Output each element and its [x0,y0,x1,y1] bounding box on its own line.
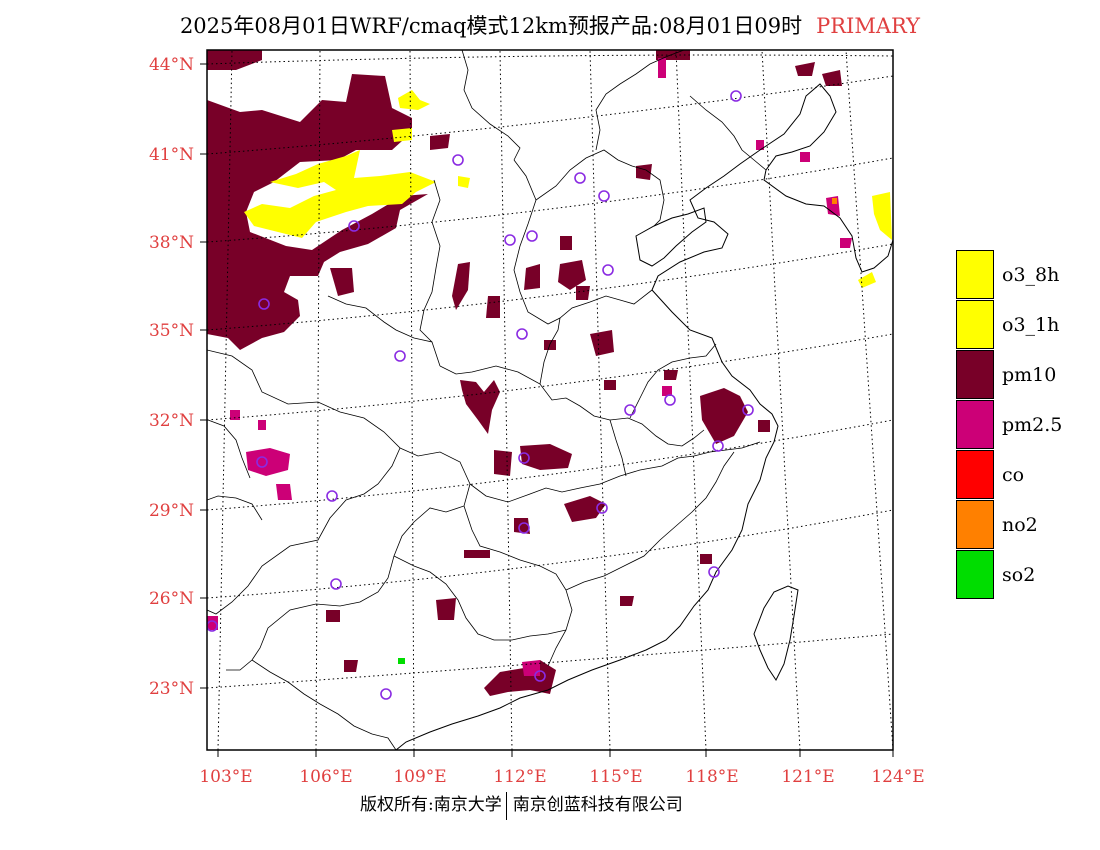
title-text: 2025年08月01日WRF/cmaq模式12km预报产品:08月01日09时 [179,14,803,38]
pm10-region-northwest [207,50,428,350]
lon-label-103: 103°E [199,767,252,787]
pollutant-legend: o3_8h o3_1h pm10 pm2.5 co no2 so2 [956,250,1096,600]
legend-label: o3_8h [1002,264,1060,286]
copyright-notice: 版权所有:南京大学 南京创蓝科技有限公司 [360,790,683,820]
legend-label: o3_1h [1002,314,1060,336]
map-frame [206,49,894,751]
map-title: 2025年08月01日WRF/cmaq模式12km预报产品:08月01日09时 P… [0,10,1100,40]
copyright-company: 南京创蓝科技有限公司 [512,795,683,815]
legend-item-pm2-5[interactable]: pm2.5 [956,400,1096,450]
legend-swatch [956,500,994,549]
legend-swatch [956,300,994,349]
legend-item-so2[interactable]: so2 [956,550,1096,600]
lat-label-26: 26°N [149,589,194,609]
copyright-separator [505,791,507,820]
coastline [395,83,893,750]
lon-label-115: 115°E [589,767,642,787]
so2-patch [398,658,405,664]
lon-label-118: 118°E [685,767,738,787]
lon-label-112: 112°E [493,767,546,787]
lat-label-23: 23°N [149,679,194,699]
legend-item-no2[interactable]: no2 [956,500,1096,550]
lat-axis: 44°N 41°N 38°N 35°N 32°N 29°N 26°N 23°N [149,55,207,699]
legend-swatch [956,550,994,599]
legend-label: so2 [1002,564,1036,586]
lat-label-44: 44°N [149,55,194,75]
graticule [207,50,893,750]
lon-label-109: 109°E [393,767,446,787]
legend-item-o3-1h[interactable]: o3_1h [956,300,1096,350]
city-stations [207,90,754,700]
province-borders [207,50,767,750]
map-content [207,50,893,750]
lat-label-29: 29°N [149,501,194,521]
lon-label-124: 124°E [871,767,924,787]
legend-label: no2 [1002,514,1038,536]
lon-axis: 103°E 106°E 109°E 112°E 115°E 118°E 121°… [199,750,925,787]
lon-label-121: 121°E [781,767,834,787]
legend-swatch [956,250,994,299]
legend-item-o3-8h[interactable]: o3_8h [956,250,1096,300]
lat-label-38: 38°N [149,233,194,253]
pm10-scattered-patches [326,50,842,696]
pm25-patches [207,58,852,676]
legend-label: pm2.5 [1002,414,1063,436]
legend-label: co [1002,464,1025,486]
legend-item-co[interactable]: co [956,450,1096,500]
lat-label-41: 41°N [149,145,194,165]
legend-swatch [956,450,994,499]
o3-region-north[interactable] [244,90,892,288]
lat-label-32: 32°N [149,411,194,431]
legend-swatch [956,400,994,449]
title-primary-tag: PRIMARY [816,14,921,38]
lon-label-106: 106°E [299,767,352,787]
no2-patch [832,198,837,204]
legend-item-pm10[interactable]: pm10 [956,350,1096,400]
legend-label: pm10 [1002,364,1057,386]
copyright-owner: 版权所有:南京大学 [360,795,502,815]
legend-swatch [956,350,994,399]
lat-label-35: 35°N [149,321,194,341]
